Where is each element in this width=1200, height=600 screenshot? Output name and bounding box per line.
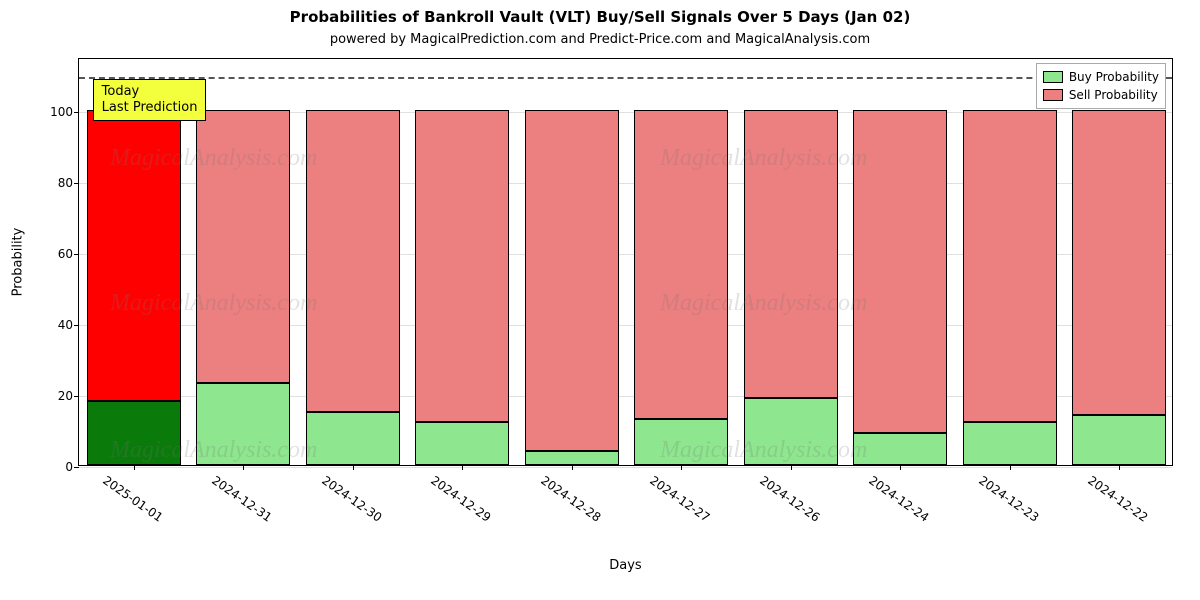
ytick-label: 40 (58, 318, 79, 332)
xtick-mark (1119, 465, 1120, 470)
xtick-mark (353, 465, 354, 470)
bar-group (963, 57, 1057, 465)
ytick-label: 0 (65, 460, 79, 474)
bar-group (744, 57, 838, 465)
chart-title: Probabilities of Bankroll Vault (VLT) Bu… (0, 8, 1200, 26)
bar-sell (306, 110, 400, 412)
today-annotation-line1: Today (102, 84, 198, 100)
bar-group (853, 57, 947, 465)
ytick-label: 20 (58, 389, 79, 403)
bar-group (634, 57, 728, 465)
legend-item: Sell Probability (1043, 86, 1159, 104)
xtick-label: 2024-12-27 (647, 465, 718, 525)
xtick-label: 2024-12-22 (1085, 465, 1156, 525)
xtick-mark (462, 465, 463, 470)
xtick-label: 2024-12-23 (976, 465, 1047, 525)
bar-buy (634, 419, 728, 465)
xtick-mark (791, 465, 792, 470)
bar-buy (87, 401, 181, 465)
bar-buy (196, 383, 290, 465)
x-axis-label: Days (78, 558, 1173, 573)
xtick-label: 2024-12-29 (428, 465, 499, 525)
bar-group (306, 57, 400, 465)
xtick-mark (681, 465, 682, 470)
bar-buy (744, 398, 838, 465)
bar-sell (87, 110, 181, 401)
xtick-label: 2024-12-30 (319, 465, 390, 525)
bar-group (415, 57, 509, 465)
bar-sell (963, 110, 1057, 422)
chart-subtitle: powered by MagicalPrediction.com and Pre… (0, 32, 1200, 47)
legend: Buy Probability Sell Probability (1036, 63, 1166, 109)
legend-label: Buy Probability (1069, 70, 1159, 84)
legend-item: Buy Probability (1043, 68, 1159, 86)
xtick-mark (134, 465, 135, 470)
xtick-label: 2024-12-26 (757, 465, 828, 525)
ytick-label: 80 (58, 176, 79, 190)
bar-group (196, 57, 290, 465)
legend-swatch (1043, 89, 1063, 101)
legend-label: Sell Probability (1069, 88, 1158, 102)
today-annotation-line2: Last Prediction (102, 100, 198, 116)
xtick-label: 2024-12-24 (866, 465, 937, 525)
xtick-label: 2024-12-31 (209, 465, 280, 525)
bar-buy (306, 412, 400, 465)
xtick-label: 2024-12-28 (538, 465, 609, 525)
xtick-mark (1010, 465, 1011, 470)
plot-area: 0204060801002025-01-012024-12-312024-12-… (78, 58, 1173, 466)
bar-sell (415, 110, 509, 422)
bar-group (1072, 57, 1166, 465)
ytick-label: 60 (58, 247, 79, 261)
bar-buy (853, 433, 947, 465)
bar-buy (963, 422, 1057, 465)
xtick-label: 2025-01-01 (100, 465, 171, 525)
today-annotation: TodayLast Prediction (93, 79, 207, 122)
y-axis-label: Probability (11, 228, 26, 297)
bar-group (525, 57, 619, 465)
legend-swatch (1043, 71, 1063, 83)
bar-sell (196, 110, 290, 383)
bar-sell (744, 110, 838, 397)
bar-buy (525, 451, 619, 465)
xtick-mark (243, 465, 244, 470)
bar-buy (415, 422, 509, 465)
bar-buy (1072, 415, 1166, 465)
xtick-mark (900, 465, 901, 470)
chart-container: Probabilities of Bankroll Vault (VLT) Bu… (0, 0, 1200, 600)
bar-sell (525, 110, 619, 451)
bar-sell (1072, 110, 1166, 415)
ytick-label: 100 (50, 105, 79, 119)
xtick-mark (572, 465, 573, 470)
bar-sell (853, 110, 947, 433)
bar-sell (634, 110, 728, 419)
